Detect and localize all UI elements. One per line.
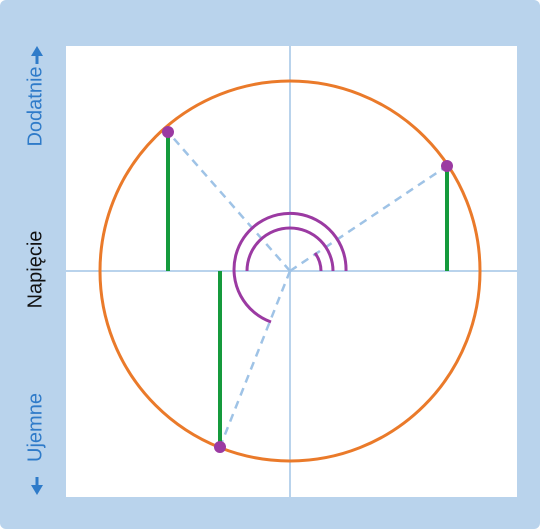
arrow-up-icon	[31, 46, 43, 64]
arrow-down-icon	[31, 477, 43, 495]
phasor-point-1	[441, 160, 453, 172]
angle-arc-small	[313, 252, 323, 272]
angle-arc-large	[232, 211, 348, 324]
phasor-line-2	[167, 131, 291, 272]
phasor-point-3	[214, 441, 226, 453]
phasor-point-2	[162, 126, 174, 138]
unit-circle	[98, 79, 482, 463]
angle-arc-medium	[245, 226, 335, 272]
phasor-line-3	[218, 270, 292, 448]
